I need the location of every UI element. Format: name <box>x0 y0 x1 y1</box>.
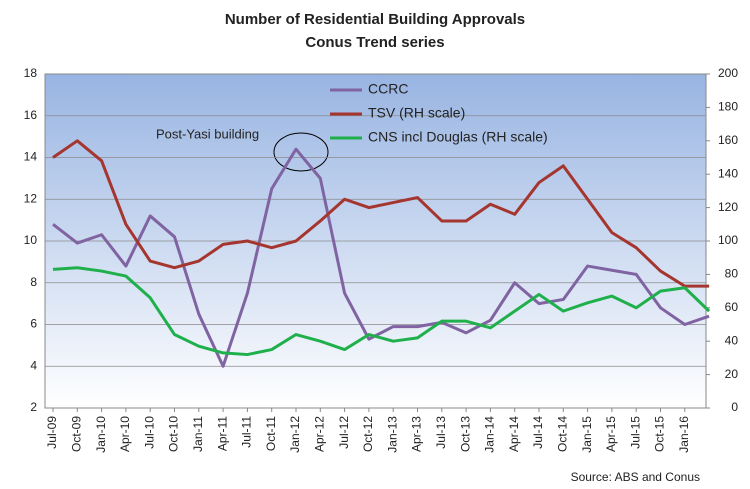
y2-tick-label: 120 <box>718 200 738 214</box>
series-line <box>52 266 711 357</box>
legend-label: CNS incl Douglas (RH scale) <box>368 129 548 145</box>
x-tick-label: Apr-14 <box>507 416 521 452</box>
x-tick-label: Apr-10 <box>118 416 132 452</box>
x-tick-label: Oct-15 <box>653 416 667 452</box>
y-tick-label: 2 <box>30 400 37 414</box>
x-tick-label: Apr-13 <box>410 416 424 452</box>
y2-tick-label: 40 <box>725 333 739 347</box>
x-tick-label: Jan-10 <box>94 416 108 453</box>
series-line <box>52 139 710 288</box>
y2-tick-label: 0 <box>731 400 738 414</box>
x-tick-label: Jan-12 <box>288 416 302 453</box>
chart-title: Number of Residential Building Approvals <box>225 11 525 28</box>
y-tick-label: 8 <box>30 275 37 289</box>
x-tick-label: Apr-15 <box>604 416 618 452</box>
x-tick-label: Jul-15 <box>628 416 642 449</box>
y2-tick-label: 180 <box>718 100 738 114</box>
x-tick-label: Jan-15 <box>580 416 594 453</box>
x-tick-label: Oct-09 <box>69 416 83 452</box>
y2-tick-label: 100 <box>718 233 738 247</box>
x-tick-label: Jul-13 <box>434 416 448 449</box>
y-tick-label: 12 <box>24 191 38 205</box>
x-tick-label: Jul-14 <box>531 416 545 449</box>
x-tick-label: Jul-11 <box>240 416 254 448</box>
y2-tick-label: 200 <box>718 66 738 80</box>
y-tick-label: 10 <box>24 233 38 247</box>
x-tick-label: Oct-10 <box>167 416 181 452</box>
y2-tick-label: 80 <box>725 267 739 281</box>
x-tick-label: Apr-11 <box>215 416 229 451</box>
y-tick-label: 14 <box>24 150 38 164</box>
series-line <box>52 147 710 368</box>
x-tick-label: Oct-13 <box>458 416 472 452</box>
source: Source: ABS and Conus <box>571 470 700 484</box>
y2-tick-label: 140 <box>718 166 738 180</box>
legend-label: TSV (RH scale) <box>368 105 465 121</box>
x-tick-label: Jul-09 <box>45 416 59 449</box>
x-tick-label: Oct-11 <box>264 416 278 451</box>
x-tick-label: Jan-11 <box>191 416 205 452</box>
x-tick-label: Jan-13 <box>385 416 399 453</box>
x-tick-label: Jan-16 <box>677 416 691 453</box>
y2-tick-label: 160 <box>718 133 738 147</box>
y-tick-label: 16 <box>24 108 38 122</box>
x-tick-label: Jul-12 <box>337 416 351 449</box>
chart-subtitle: Conus Trend series <box>305 34 444 51</box>
y-tick-label: 6 <box>30 317 37 331</box>
y-tick-label: 4 <box>30 358 37 372</box>
y2-tick-label: 20 <box>725 367 739 381</box>
x-tick-label: Jan-14 <box>483 416 497 453</box>
y-tick-label: 18 <box>24 66 38 80</box>
annotation-ellipse <box>273 132 329 172</box>
x-tick-label: Apr-12 <box>312 416 326 452</box>
legend-label: CCRC <box>368 81 408 97</box>
annotation: Post-Yasi building <box>156 126 259 141</box>
y2-tick-label: 60 <box>725 300 739 314</box>
x-tick-label: Oct-12 <box>361 416 375 452</box>
x-tick-label: Oct-14 <box>555 416 569 452</box>
x-tick-label: Jul-10 <box>142 416 156 449</box>
